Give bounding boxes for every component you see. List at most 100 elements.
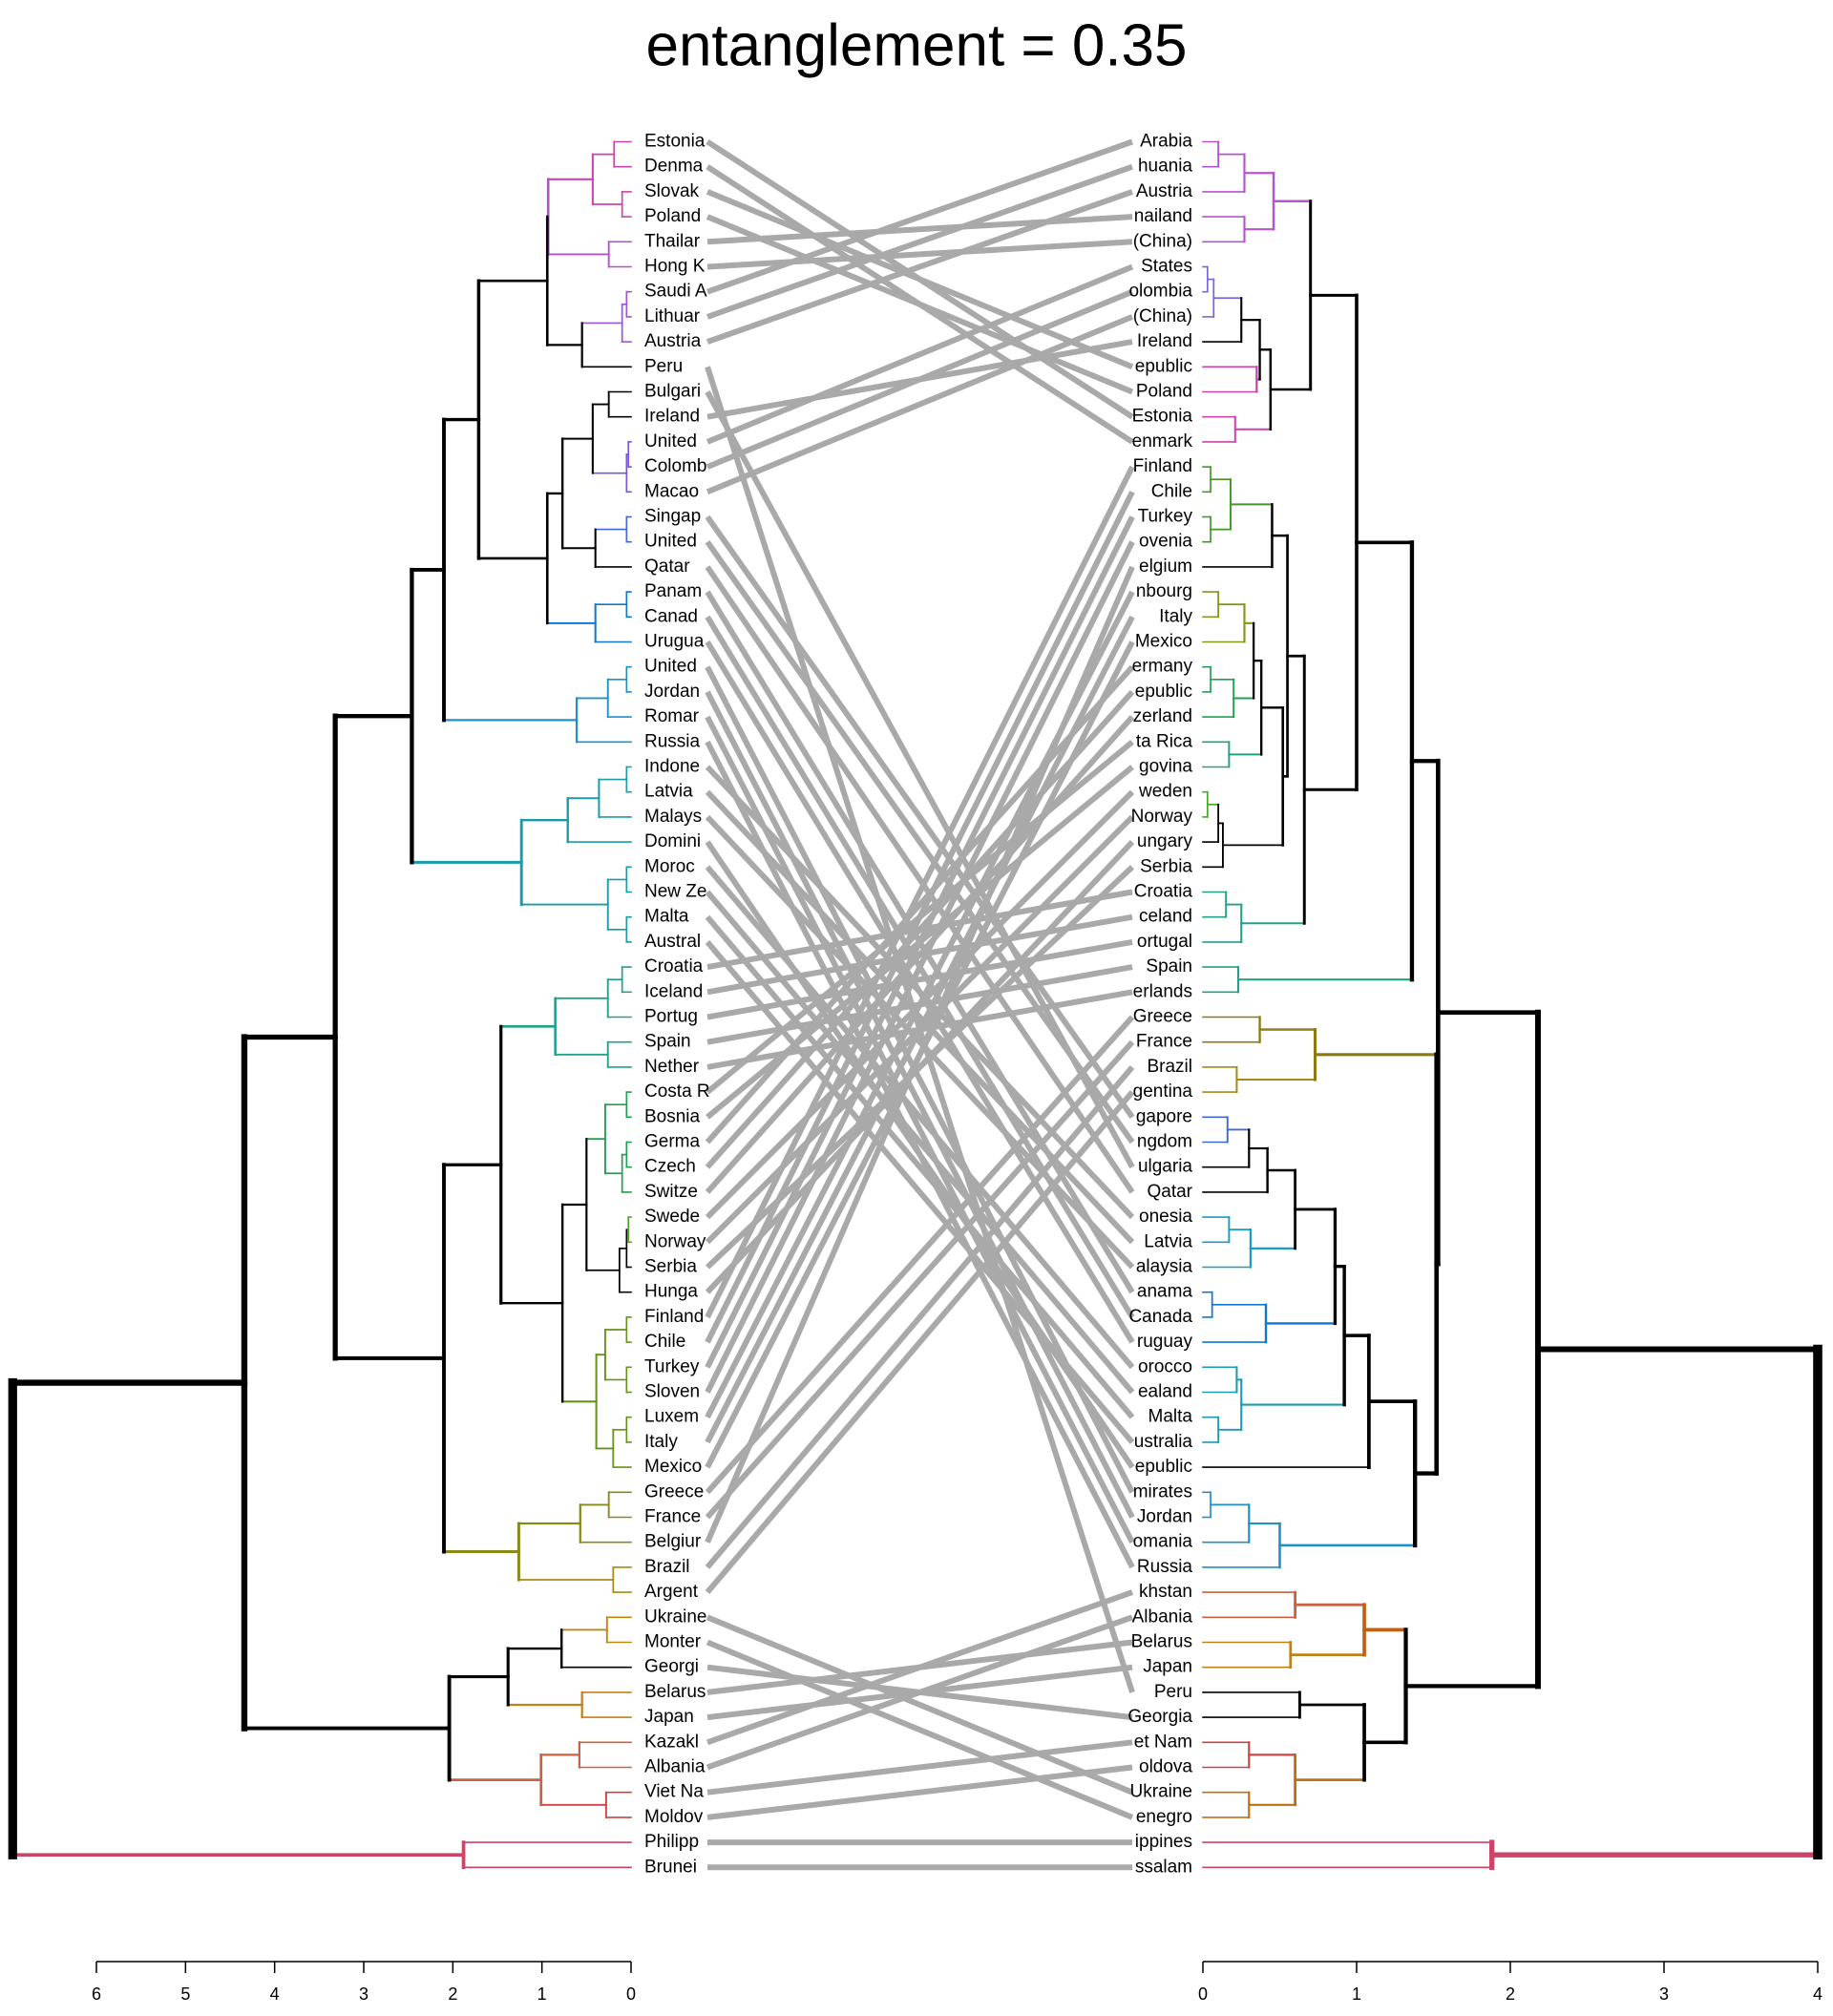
x-tick-label: 6	[92, 1984, 101, 2004]
leaf-label: Mexico	[1135, 632, 1192, 652]
connection	[706, 214, 1134, 395]
x-tick-label: 4	[1813, 1984, 1822, 2004]
connection	[705, 715, 1135, 1544]
leaf-label: celand	[1139, 907, 1192, 927]
leaf-label: Indone	[644, 757, 700, 777]
leaf-label: Lithuar	[644, 306, 701, 326]
x-tick-label: 4	[270, 1984, 280, 2004]
leaf-label: Ukraine	[644, 1606, 706, 1627]
leaf-label: Domini	[644, 831, 701, 851]
connection	[706, 189, 1134, 370]
leaf-label: gentina	[1133, 1082, 1193, 1102]
leaf-label: Monter	[644, 1632, 702, 1652]
leaf-label: ssalam	[1135, 1857, 1192, 1877]
leaf-label: Turkey	[644, 1356, 700, 1376]
connection	[706, 288, 1134, 470]
leaf-label: erlands	[1133, 981, 1192, 1001]
leaf-label: Norway	[1131, 807, 1193, 827]
leaf-label: Hong K	[644, 257, 706, 277]
leaf-label: Thailar	[644, 231, 701, 251]
x-tick-label: 1	[1352, 1984, 1361, 2004]
leaf-label: Saudi A	[644, 282, 707, 302]
x-tick-label: 3	[1659, 1984, 1669, 2004]
leaf-label: Costa R	[644, 1082, 710, 1102]
leaf-label: Chile	[644, 1332, 685, 1352]
leaf-label: Swede	[644, 1207, 700, 1227]
x-tick-label: 0	[626, 1984, 636, 2004]
links	[705, 138, 1135, 1871]
leaf-label: Malta	[1148, 1407, 1193, 1427]
leaf-label: Brazil	[1147, 1057, 1192, 1077]
leaf-label: ortugal	[1137, 932, 1192, 952]
leaf-label: Spain	[1146, 956, 1192, 976]
leaf-label: Moldov	[644, 1807, 704, 1827]
leaf-label: Viet Na	[644, 1782, 704, 1802]
connection	[705, 890, 1135, 1395]
leaf-label: Turkey	[1138, 507, 1193, 527]
leaf-label: ippines	[1135, 1832, 1192, 1852]
leaf-label: United	[644, 431, 697, 452]
x-tick-label: 0	[1198, 1984, 1208, 2004]
leaf-label: Japan	[644, 1707, 694, 1727]
leaf-label: Brunei	[644, 1857, 697, 1877]
leaf-label: Poland	[1136, 382, 1192, 402]
chart-title: entanglement = 0.35	[645, 12, 1187, 78]
axes: 6 5 4 3 2 1 0 0 1 2 3 4	[92, 1961, 1822, 2004]
leaf-label: Romar	[644, 706, 700, 726]
leaf-label: Kazakl	[644, 1732, 699, 1752]
leaf-label: mirates	[1133, 1481, 1192, 1502]
leaf-labels: Estonia Denma Slovak Poland Thailar Hong K Sau…	[644, 132, 1193, 1878]
leaf-label: zerland	[1133, 706, 1192, 726]
leaf-label: Iceland	[644, 981, 703, 1001]
leaf-label: Austria	[1136, 181, 1193, 201]
leaf-label: France	[1136, 1032, 1192, 1052]
x-tick-label: 2	[1506, 1984, 1515, 2004]
connection	[705, 814, 1135, 1270]
leaf-label: Qatar	[644, 556, 690, 577]
leaf-label: United	[644, 532, 697, 552]
connection	[705, 615, 1135, 1444]
leaf-label: Serbia	[644, 1257, 697, 1277]
leaf-label: (China)	[1133, 306, 1192, 326]
connection	[705, 1040, 1135, 1520]
leaf-label: Belarus	[644, 1682, 706, 1702]
connection	[706, 1589, 1133, 1746]
leaf-label: Colomb	[644, 456, 706, 476]
leaf-label: Japan	[1143, 1657, 1192, 1677]
leaf-label: Arabia	[1140, 132, 1192, 152]
leaf-label: Belarus	[1131, 1632, 1192, 1652]
leaf-label: nailand	[1134, 206, 1192, 226]
connection	[705, 565, 1135, 1194]
leaf-label: Brazil	[644, 1557, 690, 1577]
connection	[705, 565, 1135, 1544]
leaf-label: ustralia	[1134, 1432, 1193, 1452]
leaf-label: Russia	[644, 731, 701, 751]
connection	[705, 514, 1135, 1120]
leaf-label: Peru	[1154, 1682, 1192, 1702]
leaf-label: govina	[1139, 757, 1192, 777]
leaf-label: Nether	[644, 1057, 700, 1077]
leaf-label: Belgiur	[644, 1532, 702, 1552]
connection	[706, 1639, 1134, 1820]
leaf-label: Moroc	[644, 856, 695, 876]
connection	[705, 939, 1135, 1444]
leaf-label: elgium	[1139, 556, 1192, 577]
leaf-label: Peru	[644, 356, 683, 376]
connection	[706, 1614, 1133, 1771]
leaf-label: Finland	[644, 1307, 704, 1327]
leaf-label: olombia	[1128, 282, 1192, 302]
leaf-label: Croatia	[644, 956, 704, 976]
connection	[705, 664, 1135, 1144]
connection	[706, 163, 1133, 320]
leaf-label: Czech	[644, 1157, 696, 1177]
connection	[706, 1739, 1133, 1796]
leaf-label: Ireland	[1137, 331, 1192, 351]
connection	[706, 189, 1133, 345]
leaf-label: Canada	[1128, 1307, 1192, 1327]
connection	[705, 465, 1135, 1319]
leaf-label: oldova	[1139, 1757, 1192, 1777]
leaf-label: Georgi	[644, 1657, 699, 1677]
connection	[705, 540, 1135, 1394]
leaf-label: ruguay	[1137, 1332, 1193, 1352]
